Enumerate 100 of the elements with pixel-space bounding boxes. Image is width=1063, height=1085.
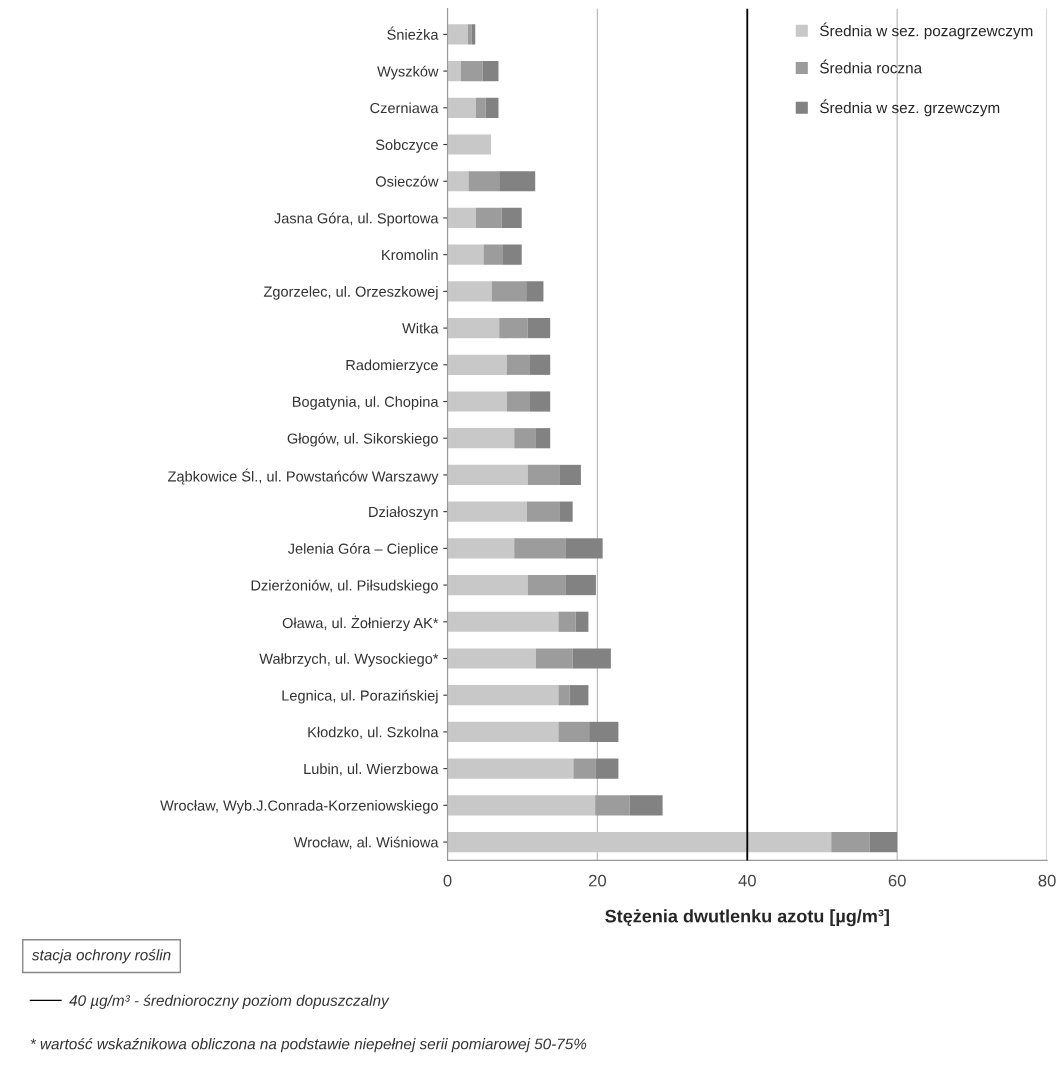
bar — [447, 648, 536, 669]
y-tick-label: Witka — [402, 322, 439, 334]
bar — [468, 171, 500, 192]
bar — [476, 207, 502, 229]
bar — [447, 97, 476, 118]
bar — [447, 685, 559, 706]
bar — [447, 24, 468, 45]
y-tick-label: Osieczów — [375, 175, 439, 187]
bar — [535, 648, 573, 669]
text: stacja ochrony roślin — [31, 948, 171, 964]
legend-label: Średnia roczna — [820, 59, 923, 74]
legend-label: Średnia w sez. pozagrzewczym — [820, 22, 1033, 40]
bar — [447, 244, 484, 265]
bar — [595, 795, 630, 816]
y-tick-label: Jelenia Góra – Cieplice — [287, 542, 438, 557]
y-tick-label: Radomierzyce — [346, 359, 438, 374]
bar — [485, 97, 499, 118]
x-tick-label: 0 — [443, 874, 452, 887]
bar — [565, 574, 596, 596]
bar — [514, 538, 566, 559]
bar — [573, 758, 596, 779]
bar — [527, 464, 560, 486]
bar — [447, 207, 476, 229]
bar — [575, 611, 589, 632]
y-tick-label: Kromolin — [382, 249, 438, 261]
bar — [499, 317, 528, 339]
bar — [558, 685, 570, 706]
bar — [569, 685, 589, 706]
bar — [506, 354, 530, 375]
y-tick-label: Wrocław, Wyb.J.Conrada-Korzeniowskiego — [160, 800, 438, 814]
bar — [483, 244, 503, 265]
y-tick-label: Lubin, ul. Wierzbowa — [304, 763, 439, 776]
bar — [461, 61, 483, 82]
bar — [527, 574, 566, 596]
bar — [447, 795, 596, 816]
y-tick-label: Czerniawa — [370, 102, 439, 114]
y-tick-label: Głogów, ul. Sikorskiego — [287, 432, 438, 447]
text: 40 µg/m³ - średnioroczny poziom dopuszczalny — [69, 994, 390, 1009]
x-tick-label: 40 — [738, 874, 756, 887]
bar — [535, 428, 551, 449]
bar — [447, 611, 559, 632]
x-axis-title: Stężenia dwutlenku azotu [µg/m³] — [605, 909, 889, 927]
bar — [559, 464, 581, 486]
bar — [447, 317, 500, 339]
bar — [447, 428, 515, 449]
y-tick-label: Działoszyn — [369, 506, 438, 520]
bar — [482, 61, 499, 82]
bar — [514, 428, 536, 449]
bar — [572, 648, 611, 669]
bar — [447, 721, 559, 743]
y-tick-label: Sobczyce — [375, 139, 438, 153]
y-tick-label: Bogatynia, ul. Chopina — [292, 396, 439, 410]
bar — [629, 795, 663, 816]
bar — [529, 354, 551, 375]
y-tick-label: Dzierżoniów, ul. Piłsudskiego — [251, 579, 438, 594]
bar — [559, 501, 573, 522]
y-tick-label: Wrocław, al. Wiśniowa — [293, 836, 439, 850]
bar — [491, 281, 527, 302]
y-tick-label: Wyszków — [377, 65, 439, 80]
bar — [565, 538, 603, 559]
bar — [558, 721, 590, 743]
y-tick-label: Śnieżka — [387, 26, 439, 40]
legend-label: Średnia w sez. grzewczym — [820, 99, 1000, 117]
y-tick-label: Kłodzko, ul. Szkolna — [308, 726, 439, 740]
bar — [447, 171, 469, 192]
bar — [447, 538, 515, 559]
bar — [447, 464, 528, 486]
bar — [502, 244, 522, 265]
bar — [499, 171, 536, 192]
y-tick-label: Zgorzelec, ul. Orzeszkowej — [263, 286, 438, 300]
bar — [447, 134, 491, 155]
bar — [447, 354, 507, 375]
x-tick-label: 20 — [588, 874, 607, 887]
y-tick-label: Wałbrzych, ul. Wysockiego* — [259, 653, 439, 667]
bar — [447, 574, 528, 596]
bar — [476, 97, 486, 118]
bar — [501, 207, 522, 229]
bar — [526, 281, 544, 302]
y-tick-label: Oława, ul. Żołnierzy AK* — [282, 615, 439, 632]
text: * wartość wskaźnikowa obliczona na podstawie niepełnej serii pomiarowej 50-75% — [30, 1037, 587, 1053]
bar — [447, 501, 527, 522]
bar — [447, 281, 492, 302]
bar — [467, 24, 472, 45]
bar — [526, 501, 560, 522]
x-tick-label: 80 — [1038, 874, 1056, 887]
bar — [831, 831, 870, 853]
bar — [589, 721, 619, 743]
bar — [447, 61, 462, 82]
y-tick-label: Ząbkowice Śl., ul. Powstańców Warszawy — [168, 468, 439, 485]
bar — [595, 758, 619, 779]
bar — [447, 758, 574, 779]
bar — [869, 831, 898, 853]
y-tick-label: Legnica, ul. Porazińskiej — [282, 689, 438, 704]
bar — [447, 391, 507, 412]
bar — [506, 391, 530, 412]
bar — [529, 391, 551, 412]
y-tick-label: Jasna Góra, ul. Sportowa — [274, 212, 439, 227]
x-tick-label: 60 — [888, 874, 906, 887]
bar — [527, 317, 551, 339]
bar — [558, 611, 576, 632]
